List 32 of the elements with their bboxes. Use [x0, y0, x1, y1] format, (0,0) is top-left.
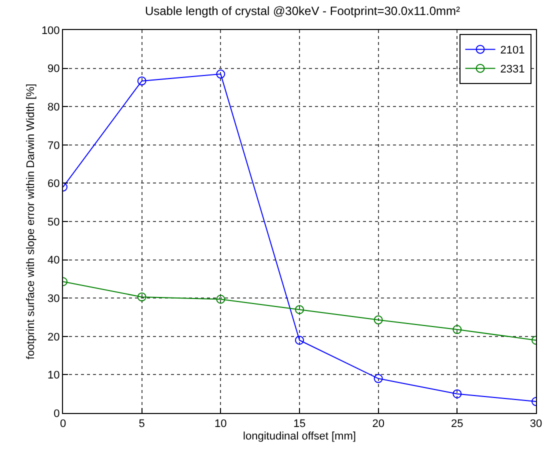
legend-label: 2101 [500, 44, 525, 57]
x-tick-label: 25 [451, 418, 464, 430]
x-tick-label: 10 [214, 418, 227, 430]
y-tick-label: 0 [54, 408, 60, 420]
legend-label: 2331 [500, 64, 525, 76]
point [452, 389, 462, 398]
x-axis-title: longitudinal offset [mm] [243, 430, 356, 442]
y-tick-label: 80 [48, 101, 60, 114]
y-tick-label: 20 [48, 331, 60, 344]
chart-title: Usable length of crystal @30keV - Footprint=30.0x11.0mm² [144, 4, 460, 18]
x-tick-label: 15 [293, 418, 306, 430]
y-tick-label: 50 [48, 216, 60, 228]
x-tick-label: 20 [372, 418, 384, 430]
point [216, 70, 226, 79]
point [295, 336, 304, 345]
x-tick-label: 5 [138, 418, 145, 430]
x-tick-label: 30 [530, 418, 542, 430]
point [295, 305, 304, 314]
point [137, 292, 146, 302]
y-tick-label: 70 [48, 140, 60, 152]
point [374, 374, 383, 384]
y-tick-label: 40 [48, 254, 60, 267]
y-tick-label: 30 [48, 292, 60, 305]
point [137, 76, 146, 86]
point [452, 325, 462, 334]
point [216, 294, 226, 304]
y-axis-title: footprint surface with slope error within Darwin Width [%] [25, 84, 38, 360]
y-tick-label: 60 [48, 178, 60, 190]
y-tick-label: 90 [48, 63, 60, 76]
y-tick-label: 100 [41, 24, 60, 37]
point [374, 315, 383, 324]
y-tick-label: 10 [48, 370, 60, 382]
